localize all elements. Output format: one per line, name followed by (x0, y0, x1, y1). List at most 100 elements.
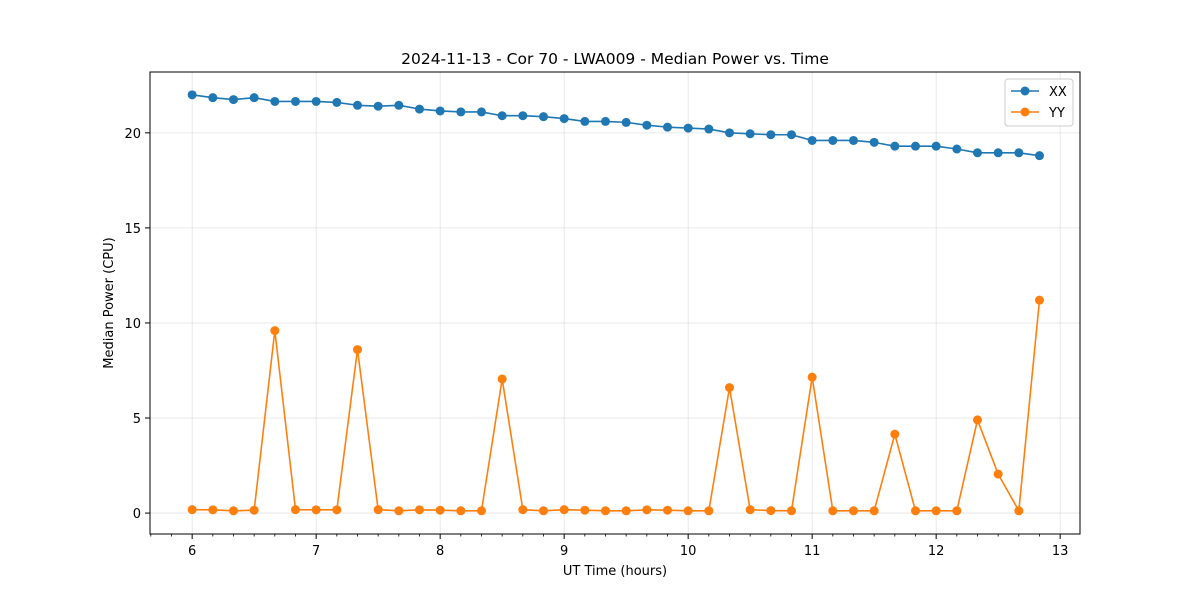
data-point-xx (394, 100, 404, 110)
data-point-yy (1014, 506, 1024, 516)
data-point-yy (972, 415, 982, 425)
data-point-yy (373, 505, 383, 515)
grid-lines (150, 72, 1080, 534)
y-tick-label: 20 (124, 127, 141, 142)
data-point-yy (807, 372, 817, 382)
data-point-xx (1034, 151, 1044, 161)
y-axis-ticks: 0 5 10 15 20 (124, 127, 150, 522)
data-point-xx (642, 120, 652, 130)
data-point-xx (704, 124, 714, 134)
data-point-yy (394, 506, 404, 516)
data-point-yy (952, 506, 962, 516)
data-point-yy (910, 506, 920, 516)
data-point-yy (848, 506, 858, 516)
x-tick-label: 6 (188, 544, 196, 559)
data-point-xx (662, 122, 672, 132)
data-point-xx (580, 116, 590, 126)
data-point-yy (724, 383, 734, 393)
data-point-xx (910, 141, 920, 151)
data-point-xx (600, 116, 610, 126)
data-point-yy (890, 429, 900, 439)
data-point-xx (683, 123, 693, 133)
x-tick-label: 10 (680, 544, 697, 559)
data-point-xx (931, 141, 941, 151)
data-point-xx (890, 141, 900, 151)
data-point-xx (828, 135, 838, 145)
data-point-xx (745, 129, 755, 139)
data-point-xx (187, 90, 197, 100)
data-point-yy (538, 506, 548, 516)
x-tick-label: 13 (1052, 544, 1069, 559)
data-point-xx (497, 111, 507, 121)
legend-label-yy: YY (1048, 106, 1065, 121)
data-point-xx (559, 114, 569, 124)
data-point-yy (476, 506, 486, 516)
data-point-yy (1034, 295, 1044, 305)
data-point-yy (931, 506, 941, 516)
data-point-yy (332, 505, 342, 515)
series-line-yy (192, 300, 1041, 512)
data-point-yy (208, 505, 218, 515)
x-tick-label: 12 (928, 544, 945, 559)
x-tick-label: 8 (436, 544, 444, 559)
y-tick-label: 10 (124, 317, 141, 332)
data-point-yy (518, 505, 528, 515)
data-point-xx (373, 101, 383, 111)
data-point-yy (993, 469, 1003, 479)
data-point-xx (352, 100, 362, 110)
data-point-yy (352, 345, 362, 355)
data-point-xx (208, 93, 218, 103)
data-point-yy (580, 505, 590, 515)
data-point-yy (435, 505, 445, 515)
data-point-xx (270, 96, 280, 106)
x-axis-ticks: 6 7 8 9 10 11 12 13 (150, 534, 1069, 559)
data-point-xx (621, 117, 631, 127)
data-point-xx (786, 130, 796, 140)
data-point-yy (456, 506, 466, 516)
data-point-xx (807, 135, 817, 145)
y-tick-label: 15 (124, 222, 141, 237)
data-point-xx (972, 148, 982, 158)
data-point-yy (559, 505, 569, 515)
data-point-xx (290, 96, 300, 106)
data-point-xx (228, 95, 238, 105)
y-tick-label: 5 (133, 412, 141, 427)
data-point-yy (187, 505, 197, 515)
data-point-yy (270, 326, 280, 336)
data-point-xx (952, 144, 962, 154)
data-point-yy (311, 505, 321, 515)
data-point-xx (249, 93, 259, 103)
data-point-yy (249, 505, 259, 515)
chart-title: 2024-11-13 - Cor 70 - LWA009 - Median Po… (401, 50, 829, 68)
data-point-xx (332, 97, 342, 107)
legend-marker-yy (1020, 107, 1030, 117)
x-tick-label: 11 (804, 544, 821, 559)
data-point-xx (848, 135, 858, 145)
data-point-yy (662, 505, 672, 515)
data-point-xx (435, 106, 445, 116)
plot-frame (149, 71, 1081, 535)
data-point-xx (414, 104, 424, 114)
data-point-yy (621, 506, 631, 516)
legend-marker-xx (1020, 86, 1030, 96)
legend-label-xx: XX (1049, 85, 1067, 100)
data-point-xx (724, 128, 734, 138)
data-point-yy (766, 506, 776, 516)
data-point-xx (993, 148, 1003, 158)
data-point-xx (1014, 148, 1024, 158)
data-point-xx (538, 112, 548, 122)
x-axis-label: UT Time (hours) (563, 564, 667, 579)
data-point-xx (476, 107, 486, 117)
series-points (187, 90, 1044, 516)
data-point-yy (683, 506, 693, 516)
data-point-yy (828, 506, 838, 516)
data-point-yy (704, 506, 714, 516)
data-point-yy (745, 505, 755, 515)
y-axis-label: Median Power (CPU) (102, 237, 117, 368)
x-tick-label: 7 (312, 544, 320, 559)
data-point-xx (869, 137, 879, 147)
x-tick-label: 9 (560, 544, 568, 559)
data-point-yy (228, 506, 238, 516)
data-point-yy (290, 505, 300, 515)
